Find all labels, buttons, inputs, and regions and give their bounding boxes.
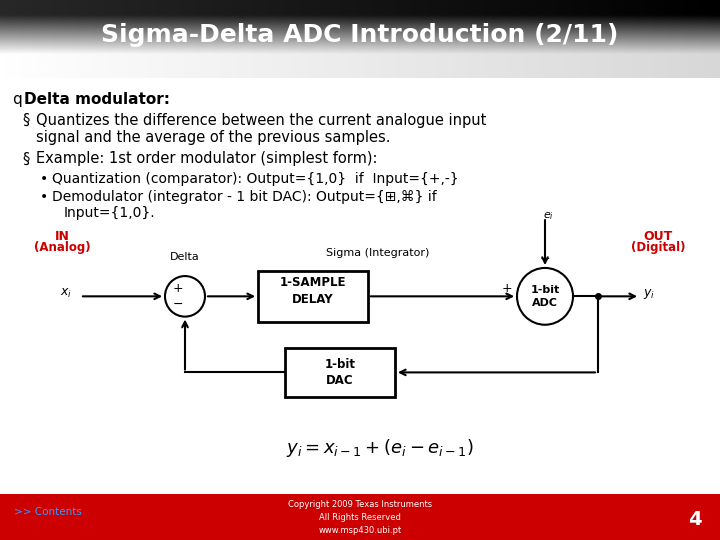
Text: +: + <box>501 282 512 295</box>
Text: +: + <box>173 282 184 295</box>
Text: (Digital): (Digital) <box>631 241 685 254</box>
Text: Delta modulator:: Delta modulator: <box>24 92 170 107</box>
Text: Delta: Delta <box>170 252 200 262</box>
Bar <box>258 271 368 322</box>
Text: Demodulator (integrator - 1 bit DAC): Output={⊞,⌘} if: Demodulator (integrator - 1 bit DAC): Ou… <box>52 190 437 204</box>
Text: >> Contents: >> Contents <box>14 507 82 517</box>
Text: +: + <box>540 252 550 265</box>
Text: Sigma (Integrator): Sigma (Integrator) <box>326 248 430 258</box>
Text: q: q <box>12 92 22 107</box>
Text: •: • <box>40 190 48 204</box>
Text: §: § <box>22 113 30 128</box>
Text: Sigma-Delta ADC Introduction (2/11): Sigma-Delta ADC Introduction (2/11) <box>102 23 618 47</box>
Bar <box>7 4 72 75</box>
Text: 1-SAMPLE
DELAY: 1-SAMPLE DELAY <box>280 276 346 306</box>
Text: 1-bit
ADC: 1-bit ADC <box>531 285 559 308</box>
Circle shape <box>165 276 205 316</box>
Text: •: • <box>40 172 48 186</box>
Text: Quantization (comparator): Output={1,0}  if  Input={+,-}: Quantization (comparator): Output={1,0} … <box>52 172 459 186</box>
Text: §: § <box>22 151 30 166</box>
Bar <box>655 8 713 71</box>
Text: UBI: UBI <box>26 62 43 72</box>
Text: Example: 1st order modulator (simplest form):: Example: 1st order modulator (simplest f… <box>36 151 377 166</box>
Text: (Analog): (Analog) <box>34 241 90 254</box>
Text: 1-bit
DAC: 1-bit DAC <box>325 358 356 387</box>
Text: Copyright 2009 Texas Instruments
All Rights Reserved
www.msp430.ubi.pt: Copyright 2009 Texas Instruments All Rig… <box>288 500 432 535</box>
Text: IN: IN <box>55 230 69 242</box>
Text: 4: 4 <box>688 510 702 529</box>
Text: OUT: OUT <box>644 230 672 242</box>
Text: $y_i = x_{i-1} + (e_i - e_{i-1})$: $y_i = x_{i-1} + (e_i - e_{i-1})$ <box>286 437 474 460</box>
Text: $e_i$: $e_i$ <box>543 211 554 222</box>
Text: signal and the average of the previous samples.: signal and the average of the previous s… <box>36 130 390 145</box>
Text: −: − <box>173 298 184 311</box>
Text: $x_i$: $x_i$ <box>60 287 72 300</box>
Text: Input={1,0}.: Input={1,0}. <box>64 206 156 220</box>
Circle shape <box>517 268 573 325</box>
Text: $y_i$: $y_i$ <box>643 287 655 301</box>
Bar <box>285 348 395 397</box>
Text: Quantizes the difference between the current analogue input: Quantizes the difference between the cur… <box>36 113 487 128</box>
